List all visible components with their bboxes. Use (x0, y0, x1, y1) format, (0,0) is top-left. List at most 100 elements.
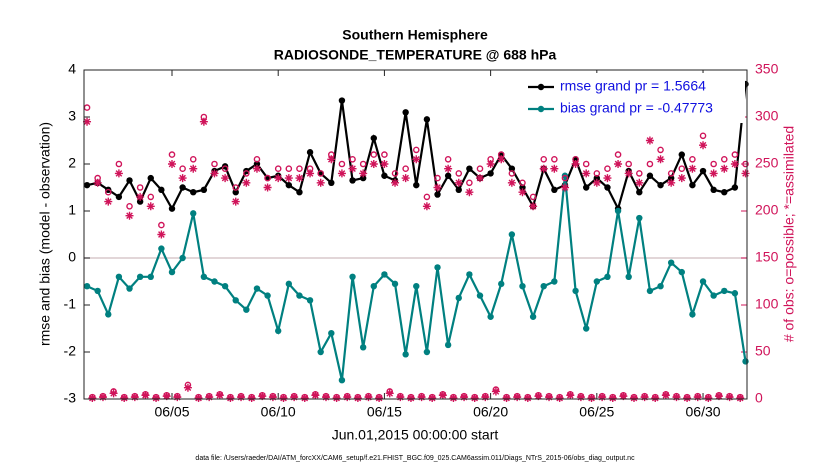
data-point (625, 273, 632, 280)
possible-marker (158, 221, 165, 229)
data-point (328, 179, 335, 186)
assimilated-marker (614, 160, 623, 168)
assimilated-marker (295, 174, 304, 183)
data-point (126, 177, 133, 184)
assimilated-marker (454, 178, 463, 187)
assimilated-marker (465, 188, 474, 197)
data-point (370, 283, 377, 290)
assimilated-marker (629, 394, 638, 403)
assimilated-marker (316, 178, 325, 187)
data-point (646, 172, 654, 179)
data-point (168, 205, 176, 212)
y2-tick-label: 100 (755, 296, 779, 312)
y-tick-label: 1 (68, 202, 76, 218)
assimilated-marker (343, 393, 352, 402)
y-tick-label: -1 (64, 296, 77, 312)
assimilated-marker (252, 164, 261, 173)
possible-marker (519, 179, 526, 187)
possible-marker (434, 174, 441, 182)
possible-marker (147, 193, 155, 201)
assimilated-marker (545, 393, 554, 402)
possible-marker (657, 146, 664, 154)
possible-marker (179, 165, 186, 172)
possible-marker (126, 202, 133, 210)
possible-marker (232, 184, 240, 191)
assimilated-marker (688, 164, 697, 173)
assimilated-marker (523, 394, 532, 403)
assimilated-marker (104, 197, 113, 206)
assimilated-marker (391, 178, 400, 187)
data-point (593, 174, 601, 182)
y2-tick-label: 150 (755, 249, 779, 265)
data-point (296, 292, 303, 299)
data-point (338, 97, 346, 104)
possible-marker (359, 160, 367, 168)
possible-marker (274, 165, 282, 172)
legend-label: rmse grand pr = 1.5664 (560, 78, 706, 94)
data-point (105, 311, 112, 318)
data-point (636, 214, 643, 222)
assimilated-marker (444, 164, 453, 173)
data-point (338, 377, 346, 384)
data-point (328, 330, 335, 337)
y-tick-label: 4 (68, 61, 76, 77)
data-point (370, 134, 377, 142)
data-point (604, 184, 611, 191)
data-point (604, 273, 611, 280)
legend-marker (537, 105, 545, 113)
assimilated-marker (380, 160, 389, 168)
assimilated-marker (284, 174, 293, 183)
data-point (636, 189, 643, 196)
data-point (487, 170, 494, 177)
data-point (232, 189, 239, 196)
footnote: data file: /Users/raeder/DAI/ATM_forcXX/… (195, 455, 635, 462)
data-point (434, 191, 441, 198)
possible-marker (391, 170, 399, 177)
data-point (699, 167, 707, 175)
data-point (508, 231, 516, 238)
possible-marker (582, 160, 590, 168)
data-point (402, 351, 409, 358)
possible-marker (636, 170, 643, 177)
possible-marker (699, 132, 707, 140)
assimilated-marker (109, 389, 118, 398)
assimilated-marker (720, 164, 729, 173)
y2-tick-label: 50 (755, 343, 771, 359)
data-point (519, 184, 526, 191)
data-point (221, 283, 229, 290)
possible-marker (444, 155, 452, 163)
assimilated-marker (608, 394, 617, 403)
assimilated-marker (598, 393, 607, 402)
y-tick-label: 0 (68, 249, 76, 265)
possible-marker (604, 165, 611, 172)
assimilated-marker (624, 169, 633, 178)
assimilated-marker (592, 178, 601, 187)
possible-marker (253, 155, 261, 163)
assimilated-marker (406, 394, 415, 403)
assimilated-marker (194, 394, 203, 403)
y2-axis-label: # of obs: o=possible; *=assimilated (781, 126, 797, 342)
possible-marker (402, 165, 409, 172)
possible-marker (540, 155, 548, 163)
data-point (444, 172, 452, 179)
assimilated-marker (481, 393, 490, 402)
assimilated-marker (263, 183, 272, 192)
assimilated-marker (513, 393, 522, 402)
assimilated-marker (114, 169, 123, 178)
possible-marker (625, 160, 632, 168)
x-tick-label: 06/25 (579, 404, 614, 420)
assimilated-marker (146, 202, 155, 211)
data-point (381, 271, 388, 278)
data-point (232, 297, 239, 304)
data-point (391, 280, 399, 288)
assimilated-marker (566, 391, 575, 400)
assimilated-marker (237, 393, 246, 402)
assimilated-marker (725, 393, 734, 402)
assimilated-marker (178, 174, 187, 183)
data-point (349, 177, 356, 184)
y-tick-label: 2 (68, 155, 76, 171)
assimilated-marker (661, 391, 670, 400)
data-point (413, 283, 420, 290)
data-point (646, 287, 654, 295)
possible-marker (168, 151, 176, 158)
